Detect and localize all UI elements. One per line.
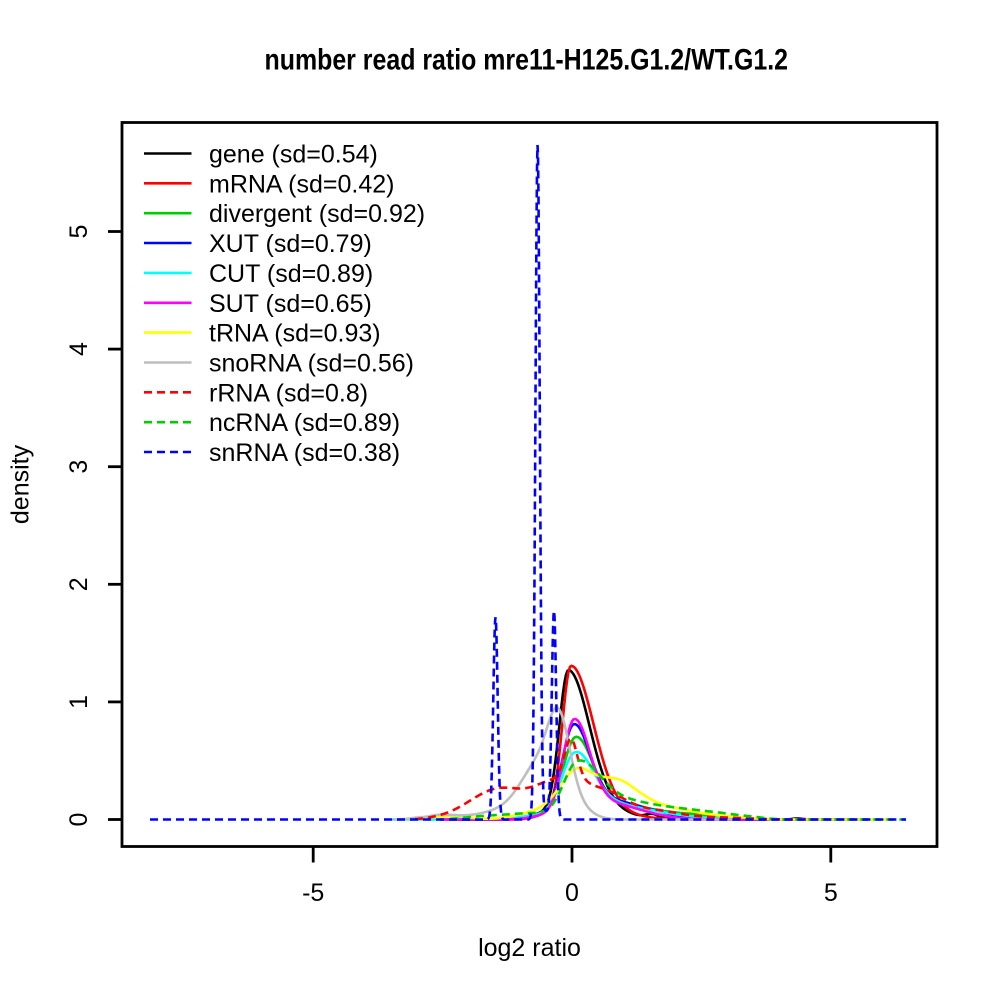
svg-text:density: density — [7, 444, 35, 524]
svg-text:rRNA (sd=0.8): rRNA (sd=0.8) — [209, 379, 368, 407]
svg-text:CUT (sd=0.89): CUT (sd=0.89) — [209, 260, 373, 288]
svg-text:-5: -5 — [302, 879, 324, 907]
svg-text:SUT (sd=0.65): SUT (sd=0.65) — [209, 290, 372, 318]
svg-text:tRNA (sd=0.93): tRNA (sd=0.93) — [209, 320, 381, 348]
svg-text:gene (sd=0.54): gene (sd=0.54) — [209, 141, 378, 169]
svg-text:log2 ratio: log2 ratio — [478, 934, 581, 962]
svg-text:mRNA (sd=0.42): mRNA (sd=0.42) — [209, 170, 395, 198]
svg-text:1: 1 — [65, 695, 93, 709]
svg-text:number read ratio mre11-H125.G: number read ratio mre11-H125.G1.2/WT.G1.… — [265, 44, 789, 77]
svg-text:0: 0 — [65, 813, 93, 827]
svg-text:XUT (sd=0.79): XUT (sd=0.79) — [209, 230, 372, 258]
svg-text:snoRNA (sd=0.56): snoRNA (sd=0.56) — [209, 350, 414, 378]
svg-text:5: 5 — [824, 879, 838, 907]
svg-text:snRNA (sd=0.38): snRNA (sd=0.38) — [209, 439, 400, 467]
svg-text:2: 2 — [65, 577, 93, 591]
svg-text:5: 5 — [65, 225, 93, 239]
svg-text:3: 3 — [65, 460, 93, 474]
svg-text:4: 4 — [65, 342, 93, 356]
svg-text:divergent (sd=0.92): divergent (sd=0.92) — [209, 200, 425, 228]
svg-text:ncRNA (sd=0.89): ncRNA (sd=0.89) — [209, 409, 400, 437]
svg-text:0: 0 — [565, 879, 579, 907]
